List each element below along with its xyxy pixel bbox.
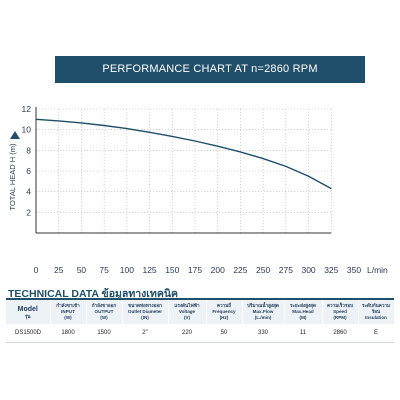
- table-header-text: ขนาดท่อทางออก: [128, 303, 162, 308]
- table-header-text: Max.Flow: [252, 309, 274, 314]
- table-header-cell: Model รุ่น: [6, 300, 51, 324]
- chart-title-banner: PERFORMANCE CHART AT n=2860 RPM: [55, 56, 365, 83]
- x-tick-label-3: 75: [99, 265, 109, 275]
- table-header-text: (V): [183, 315, 191, 320]
- x-tick-label-13: 325: [324, 265, 338, 275]
- table-header-text: Insulation: [365, 315, 387, 320]
- y-tick-label-2: 4: [26, 187, 31, 197]
- table-header-cell: แรงดันไฟฟ้า Voltage (V): [168, 300, 207, 324]
- table-header-text: กำลังขาออก: [91, 303, 117, 308]
- chart-axes: [35, 107, 332, 234]
- table-cell: DS1500D: [6, 324, 50, 343]
- x-tick-label-11: 275: [279, 265, 293, 275]
- performance-chart: 0 25 50 75 100 125 150 175 200 225 250 275 300 325 350…: [8, 104, 388, 275]
- table-header-cell: ความเร็วรอบ Speed (RPM): [322, 300, 359, 324]
- table-header-cell: ระดับกันความร้อน Insulation: [358, 300, 395, 324]
- x-tick-label-4: 100: [120, 265, 134, 275]
- table-header-text: Frequency: [212, 309, 236, 314]
- y-tick-label-4: 8: [26, 145, 31, 155]
- table-header-text: Max.Head: [292, 309, 314, 314]
- technical-data-title: TECHNICAL DATA ข้อมูลทางเทคนิค: [8, 288, 179, 300]
- table-header-text: (W): [64, 315, 72, 320]
- y-axis-arrow-icon: [10, 131, 20, 139]
- table-header-text: (W): [100, 315, 108, 320]
- table-header-text: (Hz): [219, 315, 229, 320]
- y-tick-label-6: 12: [22, 104, 32, 114]
- table-header-text: ความเร็วรอบ: [326, 303, 354, 308]
- table-header-text: Speed: [333, 309, 347, 314]
- table-cell: 330: [242, 324, 284, 343]
- x-tick-label-14: 350: [347, 265, 361, 275]
- table-header-text: Voltage: [178, 309, 196, 314]
- x-tick-label-10: 250: [256, 265, 270, 275]
- table-header-cell: ระยะส่งสูงสุด Max.Head (M): [284, 300, 323, 324]
- x-tick-label-7: 175: [188, 265, 202, 275]
- chart-grid: [36, 108, 332, 233]
- technical-data-rule: [6, 298, 394, 300]
- table-header-text: ความถี่: [216, 303, 232, 308]
- table-header-text: แรงดันไฟฟ้า: [174, 303, 200, 308]
- x-axis-label: L/min: [367, 265, 388, 275]
- technical-data-table: Model รุ่น กำลังขาเข้า INPUT (W) กำลังขาออก OU…: [6, 300, 395, 343]
- table-header-text: INPUT: [61, 309, 75, 314]
- x-tick-label-12: 300: [301, 265, 315, 275]
- table-row: DS1500D 1800 1500 2" 220 50 330 11 2860 E: [6, 324, 394, 343]
- table-header-cell: ปริมาณน้ำสูงสุด Max.Flow (L./min): [242, 300, 285, 324]
- table-header-cell: กำลังขาออก OUTPUT (W): [86, 300, 123, 324]
- y-axis-label: TOTAL HEAD H (m): [8, 143, 17, 210]
- table-cell: 11: [284, 324, 322, 343]
- table-header-text: (RPM): [333, 315, 347, 320]
- y-tick-label-5: 10: [22, 125, 32, 135]
- table-header-row: Model รุ่น กำลังขาเข้า INPUT (W) กำลังขาออก OU…: [6, 300, 395, 324]
- table-cell: 2": [122, 324, 168, 343]
- table-cell: 1500: [86, 324, 122, 343]
- x-tick-label-9: 225: [233, 265, 247, 275]
- table-header-cell: กำลังขาเข้า INPUT (W): [50, 300, 87, 324]
- chart-series: [35, 118, 332, 190]
- table-header-cell: ความถี่ Frequency (Hz): [206, 300, 243, 324]
- table-header-text: OUTPUT: [94, 309, 114, 314]
- x-tick-label-6: 150: [165, 265, 179, 275]
- x-tick-label-8: 200: [211, 265, 225, 275]
- chart-labels: 0 25 50 75 100 125 150 175 200 225 250 275 300 325 350…: [8, 104, 388, 275]
- table-header-text: (IN): [141, 315, 149, 320]
- x-tick-label-0: 0: [34, 265, 39, 275]
- table-header-text: Model: [17, 305, 38, 313]
- table-header-text: รุ่น: [24, 313, 31, 319]
- table-header-text: Outlet Diameter: [127, 309, 163, 314]
- y-tick-label-3: 6: [26, 166, 31, 176]
- x-tick-label-5: 125: [142, 265, 156, 275]
- table-header-text: ปริมาณน้ำสูงสุด: [247, 303, 279, 308]
- table-cell: 50: [206, 324, 242, 343]
- series-line-0: [35, 118, 332, 190]
- x-tick-label-1: 25: [54, 265, 64, 275]
- table-header-text: (L./min): [254, 315, 272, 320]
- table-header-text: ระดับกันความร้อน: [361, 303, 390, 314]
- table-cell: 220: [168, 324, 206, 343]
- table-cell: 2860: [322, 324, 358, 343]
- table-header-text: กำลังขาเข้า: [56, 303, 80, 308]
- table-cell: 1800: [50, 324, 86, 343]
- table-cell: E: [358, 324, 394, 343]
- y-tick-label-1: 2: [26, 207, 31, 217]
- x-tick-label-2: 50: [77, 265, 87, 275]
- table-header-cell: ขนาดท่อทางออก Outlet Diameter (IN): [122, 300, 169, 324]
- table-header-text: (M): [299, 315, 307, 320]
- table-header-text: ระยะส่งสูงสุด: [290, 303, 316, 308]
